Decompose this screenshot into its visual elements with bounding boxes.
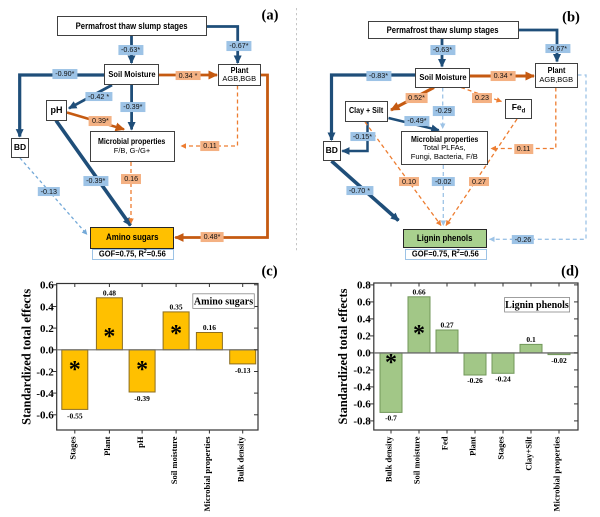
svg-text:0.35: 0.35 <box>170 302 183 311</box>
svg-text:0.0: 0.0 <box>357 348 371 360</box>
svg-text:0.4: 0.4 <box>40 301 54 313</box>
svg-text:-0.2: -0.2 <box>36 366 54 378</box>
svg-text:0.0: 0.0 <box>40 345 54 357</box>
svg-text:0.66: 0.66 <box>412 287 425 296</box>
svg-text:*: * <box>103 324 115 350</box>
svg-text:Amino sugars: Amino sugars <box>194 296 253 307</box>
svg-text:-0.39: -0.39 <box>134 394 150 403</box>
svg-text:-0.24: -0.24 <box>495 375 511 384</box>
svg-text:0.6: 0.6 <box>357 297 371 309</box>
svg-text:Stages: Stages <box>496 436 506 460</box>
svg-text:-0.02: -0.02 <box>551 356 567 365</box>
svg-text:Stages: Stages <box>68 436 78 460</box>
svg-text:0.6: 0.6 <box>40 280 54 292</box>
svg-text:Lignin phenols: Lignin phenols <box>505 300 569 311</box>
svg-text:-0.2: -0.2 <box>353 365 371 377</box>
svg-text:Soil moisture: Soil moisture <box>412 436 422 484</box>
svg-text:*: * <box>413 321 425 347</box>
svg-text:-0.13: -0.13 <box>235 366 251 375</box>
svg-text:-0.6: -0.6 <box>36 410 54 422</box>
svg-text:-0.7: -0.7 <box>385 414 397 423</box>
svg-text:Plant: Plant <box>102 436 112 456</box>
svg-text:Microbial properties: Microbial properties <box>202 436 212 512</box>
svg-text:Microbial properties: Microbial properties <box>552 436 562 512</box>
svg-text:0.48: 0.48 <box>103 288 116 297</box>
svg-text:pH: pH <box>135 436 145 448</box>
svg-text:-0.8: -0.8 <box>353 416 371 428</box>
svg-text:Plant: Plant <box>468 436 478 456</box>
svg-text:-0.4: -0.4 <box>36 388 54 400</box>
svg-text:0.2: 0.2 <box>40 323 54 335</box>
svg-text:Bulk density: Bulk density <box>235 436 245 482</box>
svg-text:0.16: 0.16 <box>203 323 216 332</box>
svg-text:Standardized total effects: Standardized total effects <box>336 288 350 424</box>
svg-text:*: * <box>69 357 81 383</box>
svg-text:0.2: 0.2 <box>357 331 371 343</box>
svg-text:*: * <box>136 357 148 383</box>
svg-text:0.8: 0.8 <box>357 280 371 292</box>
svg-text:Clay+Silt: Clay+Silt <box>524 436 534 470</box>
svg-text:*: * <box>170 321 182 347</box>
svg-text:-0.4: -0.4 <box>353 382 371 394</box>
svg-text:-0.26: -0.26 <box>467 376 483 385</box>
svg-text:Standardized total effects: Standardized total effects <box>20 289 34 425</box>
svg-text:0.27: 0.27 <box>440 321 453 330</box>
svg-text:*: * <box>385 350 397 376</box>
svg-text:0.4: 0.4 <box>357 314 371 326</box>
svg-text:-0.6: -0.6 <box>353 399 371 411</box>
svg-text:Fed: Fed <box>440 436 450 450</box>
svg-text:Soil moisture: Soil moisture <box>169 436 179 484</box>
svg-text:-0.55: -0.55 <box>67 412 83 421</box>
svg-text:0.1: 0.1 <box>526 335 536 344</box>
svg-text:Bulk density: Bulk density <box>384 436 394 482</box>
